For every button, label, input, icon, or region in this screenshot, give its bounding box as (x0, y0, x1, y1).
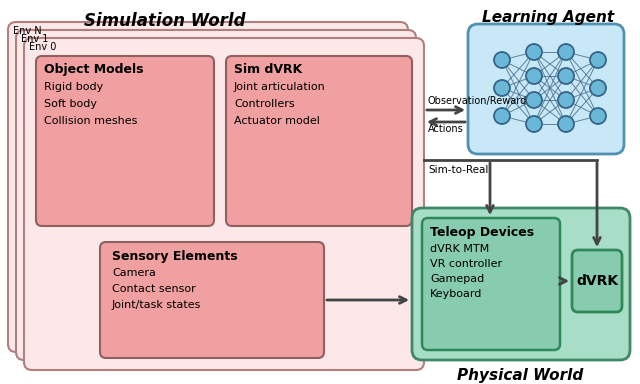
Text: Contact sensor: Contact sensor (112, 284, 196, 294)
FancyBboxPatch shape (422, 218, 560, 350)
Text: Env 0: Env 0 (29, 42, 56, 52)
Text: Sim dVRK: Sim dVRK (234, 63, 302, 76)
Text: Observation/Reward: Observation/Reward (428, 96, 527, 106)
Text: Learning Agent: Learning Agent (482, 10, 614, 25)
Text: Soft body: Soft body (44, 99, 97, 109)
FancyBboxPatch shape (572, 250, 622, 312)
Circle shape (590, 52, 606, 68)
Text: Object Models: Object Models (44, 63, 143, 76)
FancyBboxPatch shape (468, 24, 624, 154)
Circle shape (558, 92, 574, 108)
Text: Actuator model: Actuator model (234, 116, 320, 126)
Text: Rigid body: Rigid body (44, 82, 103, 92)
Circle shape (494, 80, 510, 96)
FancyBboxPatch shape (24, 38, 424, 370)
Text: Simulation World: Simulation World (84, 12, 246, 30)
Circle shape (590, 108, 606, 124)
Text: Sensory Elements: Sensory Elements (112, 250, 237, 263)
Text: dVRK: dVRK (576, 274, 618, 288)
Circle shape (494, 108, 510, 124)
Text: Joint/task states: Joint/task states (112, 300, 202, 310)
Text: dVRK MTM: dVRK MTM (430, 244, 489, 254)
Circle shape (590, 80, 606, 96)
FancyBboxPatch shape (226, 56, 412, 226)
Text: Controllers: Controllers (234, 99, 294, 109)
Circle shape (558, 68, 574, 84)
Text: VR controller: VR controller (430, 259, 502, 269)
FancyBboxPatch shape (16, 30, 416, 360)
Circle shape (558, 44, 574, 60)
Circle shape (558, 116, 574, 132)
Text: Joint articulation: Joint articulation (234, 82, 326, 92)
Circle shape (526, 116, 542, 132)
Circle shape (494, 52, 510, 68)
Text: Physical World: Physical World (457, 368, 583, 383)
Text: Env 1: Env 1 (21, 34, 49, 44)
Circle shape (526, 68, 542, 84)
FancyBboxPatch shape (100, 242, 324, 358)
Text: Teleop Devices: Teleop Devices (430, 226, 534, 239)
Circle shape (526, 92, 542, 108)
Text: Sim-to-Real: Sim-to-Real (428, 165, 488, 175)
Circle shape (526, 44, 542, 60)
Text: Collision meshes: Collision meshes (44, 116, 138, 126)
Text: Env N: Env N (13, 26, 42, 36)
FancyBboxPatch shape (412, 208, 630, 360)
FancyBboxPatch shape (8, 22, 408, 352)
FancyBboxPatch shape (36, 56, 214, 226)
Text: Actions: Actions (428, 124, 464, 134)
Text: Gamepad: Gamepad (430, 274, 484, 284)
Text: Camera: Camera (112, 268, 156, 278)
Text: Keyboard: Keyboard (430, 289, 483, 299)
